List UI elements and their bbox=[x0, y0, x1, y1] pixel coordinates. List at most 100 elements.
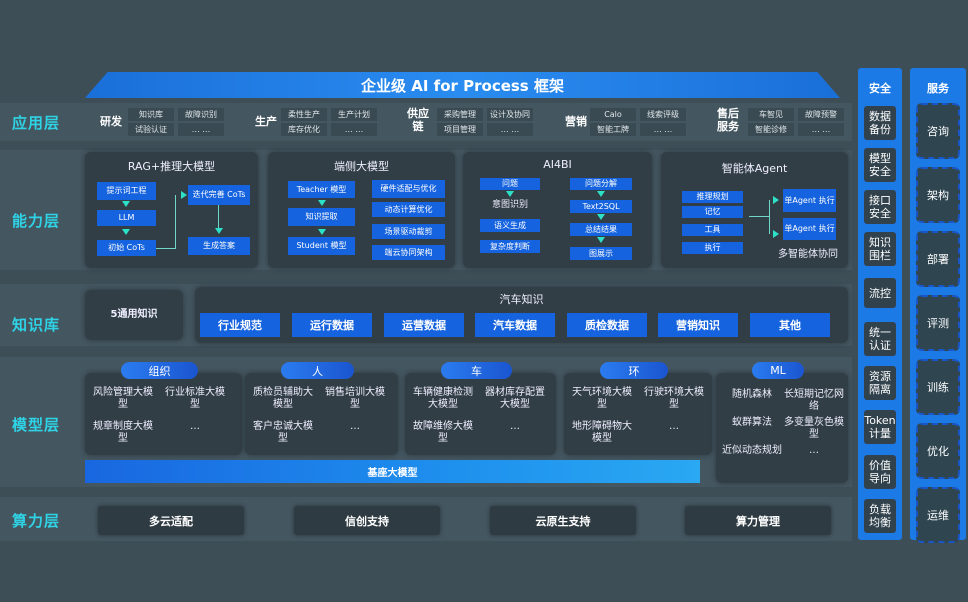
capability-box: LLM bbox=[97, 210, 156, 226]
app-item[interactable]: 智能诊修 bbox=[748, 123, 794, 136]
app-item[interactable]: 知识库 bbox=[128, 108, 174, 121]
panel-title: RAG+推理大模型 bbox=[127, 160, 216, 173]
model-item: 器材库存配置大模型 bbox=[485, 387, 545, 410]
arrow-right-icon bbox=[181, 191, 187, 199]
model-item: 随机森林 bbox=[732, 389, 772, 400]
model-item: 风险管理大模型 bbox=[93, 387, 153, 410]
app-item[interactable]: … … bbox=[487, 123, 533, 136]
app-item[interactable]: 柔性生产 bbox=[281, 108, 327, 121]
knowledge-item[interactable]: 其他 bbox=[750, 313, 830, 337]
app-item[interactable]: 智能工牌 bbox=[590, 123, 636, 136]
intent-text: 意图识别 bbox=[491, 200, 528, 210]
service-item: 运维 bbox=[916, 487, 960, 543]
capability-box: 硬件适配与优化 bbox=[372, 180, 445, 198]
app-item[interactable]: 库存优化 bbox=[281, 123, 327, 136]
layer-label: 算力层 bbox=[12, 512, 61, 530]
base-model-bar: 基座大模型 bbox=[85, 460, 700, 483]
capability-box: 问题 bbox=[480, 178, 540, 190]
model-item: … bbox=[190, 421, 200, 432]
model-item: 多变量灰色模型 bbox=[784, 417, 844, 440]
capability-box: Teacher 模型 bbox=[288, 181, 355, 198]
panel-ai4bi: AI4BI 问题 意图识别 语义生成 复杂度判断 问题分解 Text2SQL 总结结果 图展示 bbox=[463, 152, 652, 268]
arrow-down-icon bbox=[318, 229, 326, 235]
capability-box: 单Agent 执行 bbox=[783, 218, 836, 240]
security-item: 负载均衡 bbox=[864, 499, 896, 533]
panel-title: AI4BI bbox=[543, 158, 572, 171]
model-item: … bbox=[350, 421, 360, 432]
service-item: 评测 bbox=[916, 295, 960, 351]
model-item: 规章制度大模型 bbox=[93, 421, 153, 444]
app-item[interactable]: … … bbox=[331, 123, 377, 136]
service-title: 服务 bbox=[927, 82, 949, 95]
security-item: 统一认证 bbox=[864, 322, 896, 356]
capability-box: 知识提取 bbox=[288, 208, 355, 226]
knowledge-item[interactable]: 行业规范 bbox=[200, 313, 280, 337]
model-item: 行业标准大模型 bbox=[165, 387, 225, 410]
model-item: 地形障碍物大模型 bbox=[572, 421, 632, 444]
service-item: 架构 bbox=[916, 167, 960, 223]
knowledge-item[interactable]: 汽车数据 bbox=[475, 313, 555, 337]
general-knowledge: 5通用知识 bbox=[85, 290, 183, 340]
compute-item: 多云适配 bbox=[98, 506, 244, 535]
app-group-label: 供应链 bbox=[407, 107, 429, 133]
app-item[interactable]: 试验认证 bbox=[128, 123, 174, 136]
arrow-down-icon bbox=[597, 191, 605, 197]
security-item: 接口安全 bbox=[864, 190, 896, 224]
compute-item: 信创支持 bbox=[294, 506, 440, 535]
model-panel: 车辆健康检测大模型 器材库存配置大模型 故障维修大模型… bbox=[405, 373, 556, 455]
knowledge-item[interactable]: 营销知识 bbox=[658, 313, 738, 337]
panel-agent: 智能体Agent 推理规划 记忆 工具 执行 单Agent 执行 单Agent 执行 多智能体… bbox=[661, 152, 848, 268]
arrow-down-icon bbox=[597, 237, 605, 243]
compute-item: 算力管理 bbox=[685, 506, 831, 535]
layer-label: 模型层 bbox=[12, 416, 61, 434]
knowledge-item[interactable]: 质检数据 bbox=[567, 313, 647, 337]
model-item: 销售培训大模型 bbox=[325, 387, 385, 410]
app-group-label: 生产 bbox=[255, 115, 277, 128]
arrow-down-icon bbox=[122, 201, 130, 207]
security-item: 知识围栏 bbox=[864, 232, 896, 266]
app-item[interactable]: 故障预警 bbox=[798, 108, 844, 121]
capability-box: 语义生成 bbox=[480, 219, 540, 232]
connector-line bbox=[156, 248, 176, 249]
app-item[interactable]: … … bbox=[178, 123, 224, 136]
app-item[interactable]: … … bbox=[640, 123, 686, 136]
arrow-down-icon bbox=[597, 214, 605, 220]
app-item[interactable]: 生产计划 bbox=[331, 108, 377, 121]
capability-box: 总结结果 bbox=[570, 223, 632, 236]
arrow-down-icon bbox=[318, 200, 326, 206]
layer-label: 能力层 bbox=[12, 212, 61, 230]
model-item: 客户忠诚大模型 bbox=[253, 421, 313, 444]
app-item[interactable]: 设计及协同 bbox=[487, 108, 533, 121]
multi-agent-caption: 多智能体协同 bbox=[778, 249, 838, 260]
arrow-right-icon bbox=[773, 196, 779, 204]
model-category-pill: 组织 bbox=[121, 362, 198, 379]
model-item: 故障维修大模型 bbox=[413, 421, 473, 444]
knowledge-item[interactable]: 运行数据 bbox=[292, 313, 372, 337]
capability-box: 动态计算优化 bbox=[372, 202, 445, 217]
arrow-down-icon bbox=[215, 228, 223, 234]
model-category-pill: 车 bbox=[441, 362, 512, 379]
app-item[interactable]: 线索评级 bbox=[640, 108, 686, 121]
model-panel: 风险管理大模型 行业标准大模型 规章制度大模型 … bbox=[85, 373, 242, 455]
knowledge-item[interactable]: 运营数据 bbox=[384, 313, 464, 337]
arrow-down-icon bbox=[122, 229, 130, 235]
app-item[interactable]: 车智见 bbox=[748, 108, 794, 121]
capability-box: 复杂度判断 bbox=[480, 240, 540, 253]
capability-box: 图展示 bbox=[570, 247, 632, 260]
model-panel: 质检员辅助大模型 销售培训大模型 客户忠诚大模型… bbox=[245, 373, 398, 455]
connector-line bbox=[769, 200, 770, 234]
app-item[interactable]: … … bbox=[798, 123, 844, 136]
app-item[interactable]: 故障识别 bbox=[178, 108, 224, 121]
model-item: … bbox=[510, 421, 520, 432]
app-item[interactable]: 项目管理 bbox=[437, 123, 483, 136]
security-item: 数据备份 bbox=[864, 106, 896, 140]
panel-title: 端侧大模型 bbox=[334, 160, 389, 173]
capability-box: 推理规划 bbox=[682, 191, 743, 203]
capability-box: 端云协同架构 bbox=[372, 245, 445, 260]
app-item[interactable]: 采购管理 bbox=[437, 108, 483, 121]
security-item: 价值导向 bbox=[864, 455, 896, 489]
capability-box: 提示词工程 bbox=[97, 182, 156, 200]
app-item[interactable]: Calo bbox=[590, 108, 636, 121]
capability-box: 场景驱动裁剪 bbox=[372, 224, 445, 239]
layer-label: 知识库 bbox=[12, 316, 61, 334]
